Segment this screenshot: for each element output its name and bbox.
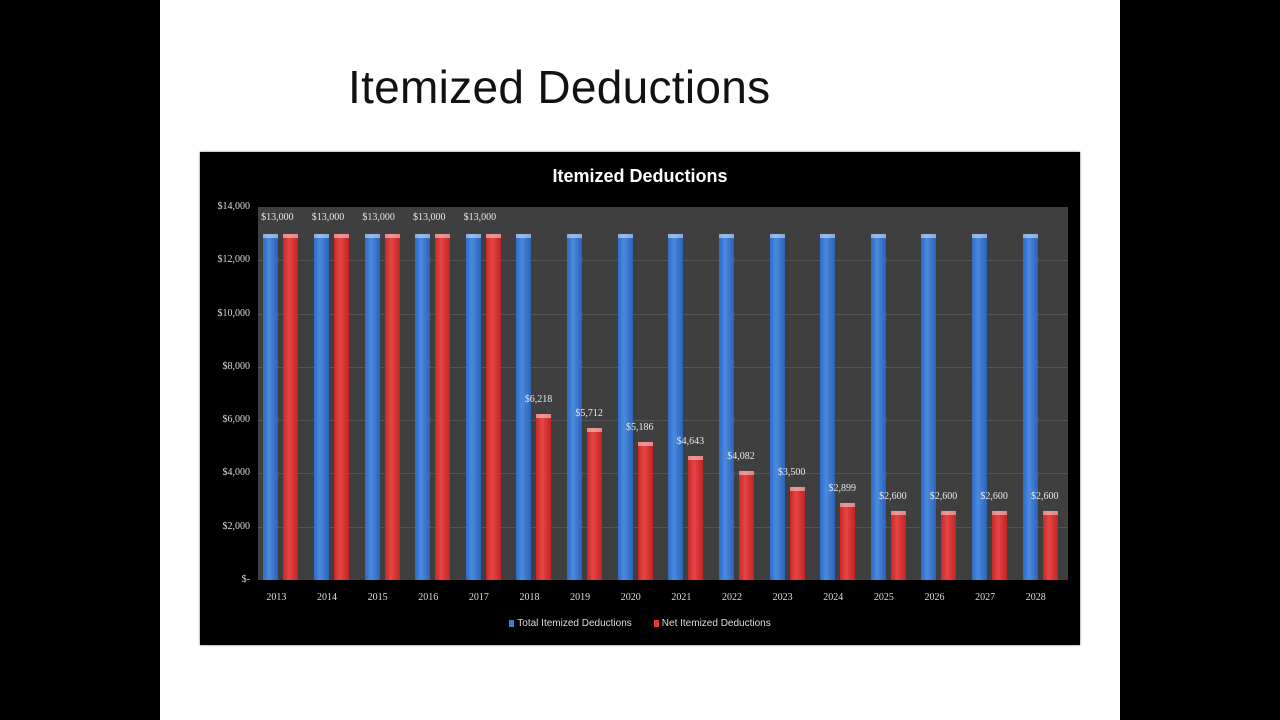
bar-total xyxy=(415,233,431,580)
x-tick-label: 2025 xyxy=(873,592,894,603)
legend-item-net: Net Itemized Deductions xyxy=(653,618,771,629)
bar-total xyxy=(465,233,481,580)
x-tick-label: 2015 xyxy=(367,592,388,603)
x-tick-label: 2027 xyxy=(975,592,996,603)
data-label: $2,899 xyxy=(828,482,856,494)
data-label: $2,600 xyxy=(929,490,958,502)
y-tick-label: $10,000 xyxy=(217,307,251,319)
bar-net xyxy=(1042,510,1058,580)
bar-total xyxy=(364,233,380,580)
y-tick-label: $8,000 xyxy=(222,360,251,372)
x-tick-label: 2020 xyxy=(620,592,641,603)
bar-total xyxy=(567,233,583,580)
legend-swatch-net xyxy=(653,620,659,627)
bar-net xyxy=(536,414,552,580)
gridline xyxy=(258,260,1068,262)
x-tick-label: 2023 xyxy=(772,592,793,603)
data-label: $13,000 xyxy=(412,211,446,223)
gridline xyxy=(258,313,1068,315)
bar-net xyxy=(283,233,299,580)
data-label: $4,082 xyxy=(727,451,755,463)
bar-total xyxy=(263,233,279,580)
data-label: $5,186 xyxy=(625,421,654,433)
legend: Total Itemized Deductions Net Itemized D… xyxy=(200,618,1080,629)
bar-total xyxy=(921,233,937,580)
y-tick-label: $6,000 xyxy=(222,414,251,426)
data-label: $13,000 xyxy=(261,211,294,223)
legend-swatch-total xyxy=(509,620,515,627)
bar-total xyxy=(1022,233,1038,580)
bar-net xyxy=(435,233,451,580)
data-label: $4,643 xyxy=(676,436,705,448)
gridline xyxy=(258,526,1068,528)
x-tick-label: 2017 xyxy=(468,592,489,603)
bar-net xyxy=(789,486,805,580)
x-tick-label: 2028 xyxy=(1025,592,1046,603)
chart-title: Itemized Deductions xyxy=(552,166,728,186)
bar-net xyxy=(637,441,653,580)
bar-total xyxy=(617,233,633,580)
gridline xyxy=(258,420,1068,422)
x-tick-label: 2026 xyxy=(924,592,945,603)
data-label: $13,000 xyxy=(362,211,395,223)
bar-net xyxy=(941,510,957,580)
legend-label-net: Net Itemized Deductions xyxy=(661,618,771,629)
bar-total xyxy=(820,233,836,580)
bar-net xyxy=(688,456,704,580)
data-label: $2,600 xyxy=(879,490,907,502)
bar-net xyxy=(890,510,906,580)
data-label: $5,712 xyxy=(575,407,603,419)
y-tick-label: $14,000 xyxy=(217,201,251,212)
data-label: $3,500 xyxy=(777,466,806,478)
slide: Itemized Deductions Itemized Deductions … xyxy=(160,0,1120,720)
y-tick-label: $4,000 xyxy=(222,467,251,479)
x-tick-label: 2016 xyxy=(418,592,439,603)
bar-net xyxy=(738,471,754,580)
bar-total xyxy=(972,233,988,580)
x-tick-label: 2022 xyxy=(721,592,742,603)
data-label: $2,600 xyxy=(1030,490,1059,502)
x-tick-label: 2021 xyxy=(671,592,692,603)
bar-net xyxy=(587,427,603,580)
y-tick-label: $2,000 xyxy=(222,520,251,532)
gridline xyxy=(258,366,1068,368)
legend-item-total: Total Itemized Deductions xyxy=(509,618,632,629)
bar-net xyxy=(333,233,349,580)
bar-net xyxy=(384,233,400,580)
data-label: $13,000 xyxy=(311,211,345,223)
data-label: $6,218 xyxy=(524,394,553,406)
data-label: $13,000 xyxy=(463,211,497,223)
x-tick-label: 2014 xyxy=(316,592,337,603)
data-label: $2,600 xyxy=(980,490,1008,502)
bar-total xyxy=(668,233,684,580)
y-tick-label: $- xyxy=(241,574,250,585)
chart: Itemized Deductions $13,000 $13,000 $13,00… xyxy=(200,152,1080,645)
x-tick-label: 2013 xyxy=(266,592,287,603)
bar-net xyxy=(840,502,856,580)
bar-total xyxy=(870,233,886,580)
x-tick-label: 2018 xyxy=(519,592,540,603)
bar-total xyxy=(769,233,785,580)
bar-total xyxy=(718,233,734,580)
bar-net xyxy=(485,233,501,580)
bar-total xyxy=(516,233,532,580)
plot-area: $13,000 $13,000 $13,000 $13,000 $13,000 $6,21… xyxy=(258,207,1068,580)
gridline xyxy=(258,473,1068,475)
bar-net xyxy=(992,510,1008,580)
slide-title: Itemized Deductions xyxy=(348,61,771,113)
x-tick-label: 2024 xyxy=(823,592,844,603)
y-tick-label: $12,000 xyxy=(217,254,251,266)
legend-label-total: Total Itemized Deductions xyxy=(517,618,632,629)
x-tick-label: 2019 xyxy=(570,592,591,603)
bar-total xyxy=(313,233,329,580)
